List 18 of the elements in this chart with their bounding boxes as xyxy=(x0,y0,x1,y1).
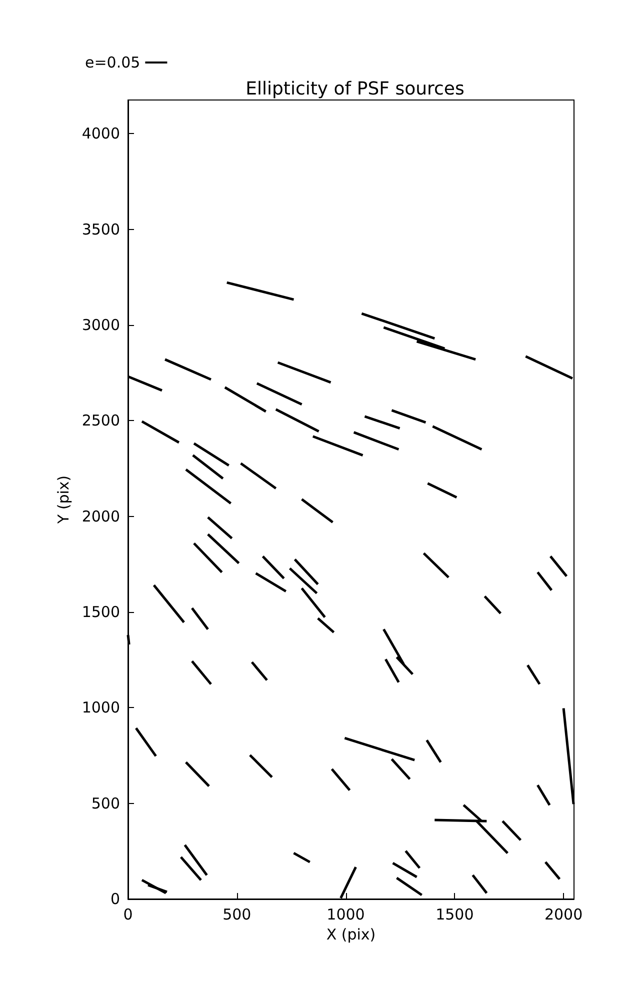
x-tick-label: 2000 xyxy=(544,906,583,924)
y-tick-label: 3000 xyxy=(82,316,120,334)
legend-label: e=0.05 xyxy=(84,54,140,72)
x-axis-title: X (pix) xyxy=(326,926,376,944)
y-tick-label: 3500 xyxy=(82,220,120,238)
y-tick-label: 2500 xyxy=(82,412,120,430)
y-tick-label: 500 xyxy=(91,794,120,812)
chart-title: Ellipticity of PSF sources xyxy=(246,78,464,100)
x-tick-label: 500 xyxy=(222,906,252,924)
y-tick-label: 1000 xyxy=(82,698,120,717)
y-tick-label: 0 xyxy=(110,890,120,908)
x-tick-label: 0 xyxy=(123,906,133,924)
x-tick-label: 1500 xyxy=(436,906,474,924)
y-tick-label: 1500 xyxy=(82,603,120,622)
y-axis-title: Y (pix) xyxy=(54,475,72,525)
y-tick-label: 2000 xyxy=(82,507,120,526)
x-tick-label: 1000 xyxy=(326,906,365,924)
y-tick-label: 4000 xyxy=(82,124,120,143)
